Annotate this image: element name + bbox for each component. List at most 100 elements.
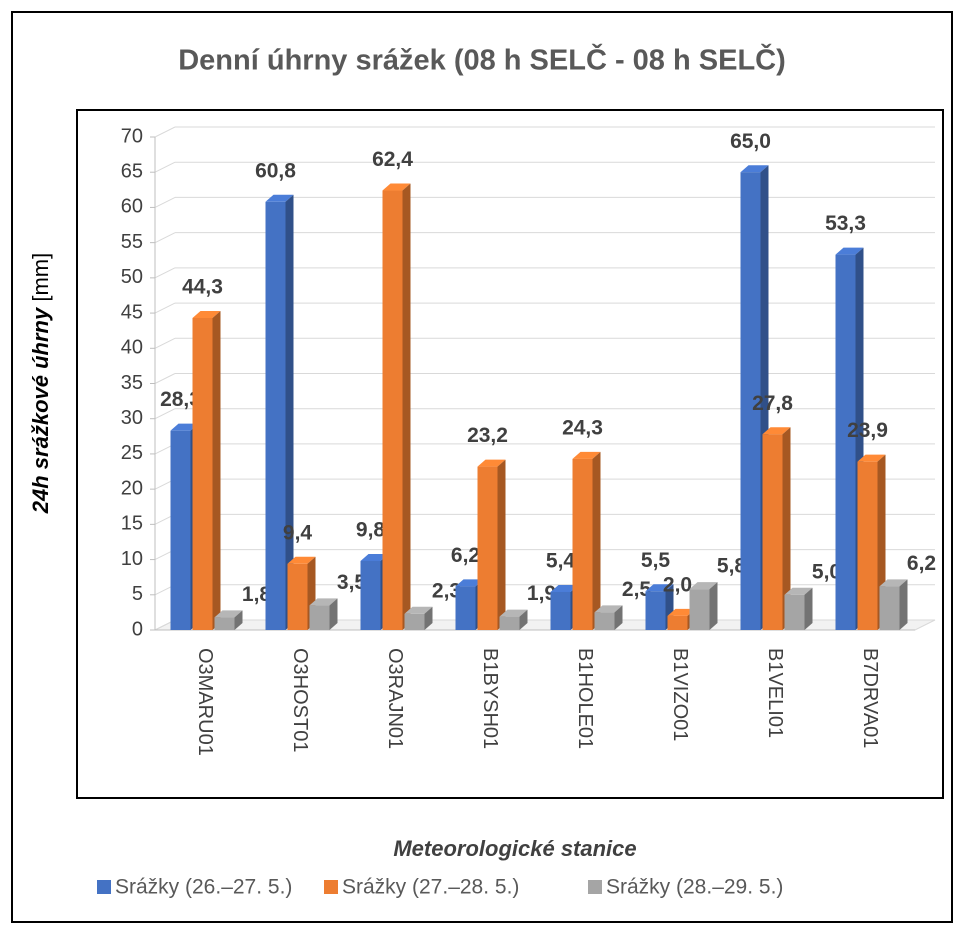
bar	[572, 458, 593, 630]
x-tick-label: B1VIZO01	[669, 648, 691, 741]
bar	[879, 586, 900, 630]
bar	[762, 434, 783, 630]
grid-line	[154, 267, 176, 279]
data-label: 1,9	[527, 582, 556, 605]
bar-top	[667, 608, 696, 616]
x-tick-label: O3HOST01	[289, 648, 311, 752]
bar-side	[285, 194, 294, 630]
bar-side	[592, 451, 601, 630]
data-label: 5,5	[641, 549, 671, 572]
data-label: 28,3	[160, 388, 201, 411]
bar-top	[287, 556, 316, 564]
y-axis-label-main: 24h srážkové úhrny	[28, 306, 53, 514]
bar-side	[497, 459, 506, 630]
data-label: 2,3	[432, 579, 461, 602]
bar-side	[804, 587, 813, 630]
bar-top	[594, 605, 623, 613]
data-label: 9,4	[283, 521, 313, 544]
bar-side	[709, 582, 718, 630]
y-tick-label: 35	[121, 372, 143, 394]
y-tick-label: 40	[121, 337, 143, 359]
data-label: 23,2	[467, 424, 508, 447]
x-tick-label: B7DRVA01	[859, 648, 881, 748]
bar-top	[499, 609, 528, 617]
bar	[550, 591, 571, 630]
bar-side	[782, 427, 791, 630]
bar-top	[477, 459, 506, 467]
bar-top	[784, 587, 813, 595]
y-tick-label: 5	[132, 583, 143, 605]
data-label: 62,4	[372, 148, 413, 171]
data-label: 5,4	[546, 550, 576, 573]
bar	[382, 190, 403, 631]
y-axis-label: 24h srážkové úhrny [mm]	[28, 253, 53, 514]
y-tick-label: 25	[121, 442, 143, 464]
bar-top	[170, 423, 199, 431]
data-label: 3,5	[337, 571, 367, 594]
bar	[170, 430, 191, 630]
bar	[287, 563, 308, 630]
bar-side	[212, 311, 221, 630]
y-axis-label-unit: [mm]	[28, 253, 53, 302]
bar-top	[645, 584, 674, 592]
bar-top	[879, 579, 908, 587]
grid-line	[154, 196, 176, 208]
bar-top	[265, 194, 294, 202]
x-tick-label: B1BYSH01	[479, 648, 501, 749]
y-tick-label: 50	[121, 266, 143, 288]
bar	[214, 617, 235, 630]
data-label: 9,8	[356, 519, 386, 542]
x-tick-label: O3RAJN01	[384, 648, 406, 749]
y-tick-label: 15	[121, 513, 143, 535]
data-label: 23,9	[847, 419, 888, 442]
bar-top	[857, 454, 886, 462]
bar-top	[762, 427, 791, 435]
grid-line	[154, 302, 176, 314]
bar-top	[550, 584, 579, 592]
y-tick-label: 0	[132, 618, 143, 640]
bar-top	[404, 606, 433, 614]
bar	[265, 201, 286, 630]
y-tick-label: 20	[121, 477, 143, 499]
bar	[857, 461, 878, 630]
legend-label: Srážky (27.–28. 5.)	[342, 876, 519, 899]
grid-line	[154, 408, 176, 420]
bar-top	[740, 165, 769, 173]
y-tick-label: 30	[121, 407, 143, 429]
bar	[309, 605, 330, 630]
legend-swatch	[324, 880, 338, 894]
bar	[477, 466, 498, 630]
legend-label: Srážky (26.–27. 5.)	[115, 876, 292, 899]
x-tick-label: B1VELI01	[764, 648, 786, 738]
plot-border	[76, 109, 944, 799]
bar-top	[214, 610, 243, 618]
bar	[594, 612, 615, 630]
bar-top	[835, 247, 864, 255]
data-label: 1,8	[242, 583, 272, 606]
bar-side	[519, 609, 528, 630]
y-tick-label: 10	[121, 548, 143, 570]
bar-top	[309, 598, 338, 606]
data-label: 2,5	[622, 578, 652, 601]
bar	[360, 560, 381, 630]
grid-line	[154, 161, 176, 173]
grid-line	[154, 232, 176, 244]
bar	[835, 254, 856, 630]
bar	[784, 594, 805, 630]
data-label: 2,0	[663, 573, 692, 596]
data-label: 53,3	[825, 212, 866, 235]
bar-top	[689, 582, 718, 590]
bar	[455, 586, 476, 630]
grid-line	[154, 337, 176, 349]
bar-side	[329, 598, 338, 630]
data-label: 5,8	[717, 555, 747, 578]
bar	[689, 589, 710, 630]
bar-top	[455, 579, 484, 587]
y-tick-label: 65	[121, 160, 143, 182]
x-tick-label: B1HOLE01	[574, 648, 596, 749]
data-label: 44,3	[182, 276, 223, 299]
chart-title: Denní úhrny srážek (08 h SELČ - 08 h SEL…	[178, 43, 786, 77]
bar-top	[360, 553, 389, 561]
